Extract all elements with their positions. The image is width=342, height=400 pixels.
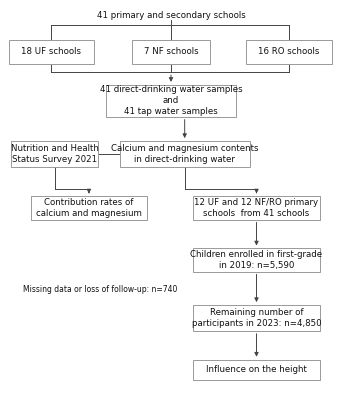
- Bar: [120, 141, 250, 167]
- Bar: [193, 305, 320, 331]
- Bar: [106, 85, 236, 117]
- Text: 7 NF schools: 7 NF schools: [144, 48, 198, 56]
- Text: 18 UF schools: 18 UF schools: [21, 48, 81, 56]
- Text: 16 RO schools: 16 RO schools: [258, 48, 320, 56]
- Bar: [11, 141, 98, 167]
- Text: Missing data or loss of follow-up: n=740: Missing data or loss of follow-up: n=740: [24, 285, 178, 294]
- Bar: [132, 40, 210, 64]
- Text: Calcium and magnesium contents
in direct-drinking water: Calcium and magnesium contents in direct…: [111, 144, 259, 164]
- Text: Contribution rates of
calcium and magnesium: Contribution rates of calcium and magnes…: [36, 198, 142, 218]
- Bar: [9, 40, 94, 64]
- Text: 41 direct-drinking water samples
and
41 tap water samples: 41 direct-drinking water samples and 41 …: [100, 85, 242, 116]
- Text: Children enrolled in first-grade
in 2019: n=5,590: Children enrolled in first-grade in 2019…: [190, 250, 323, 270]
- Bar: [193, 196, 320, 220]
- Text: Nutrition and Health
Status Survey 2021: Nutrition and Health Status Survey 2021: [11, 144, 98, 164]
- Bar: [193, 248, 320, 272]
- Text: 12 UF and 12 NF/RO primary
schools  from 41 schools: 12 UF and 12 NF/RO primary schools from …: [195, 198, 318, 218]
- Text: Remaining number of
participants in 2023: n=4,850: Remaining number of participants in 2023…: [192, 308, 321, 328]
- Bar: [246, 40, 332, 64]
- Text: Influence on the height: Influence on the height: [206, 366, 307, 374]
- Bar: [31, 196, 147, 220]
- Text: 41 primary and secondary schools: 41 primary and secondary schools: [97, 12, 245, 20]
- Bar: [193, 360, 320, 380]
